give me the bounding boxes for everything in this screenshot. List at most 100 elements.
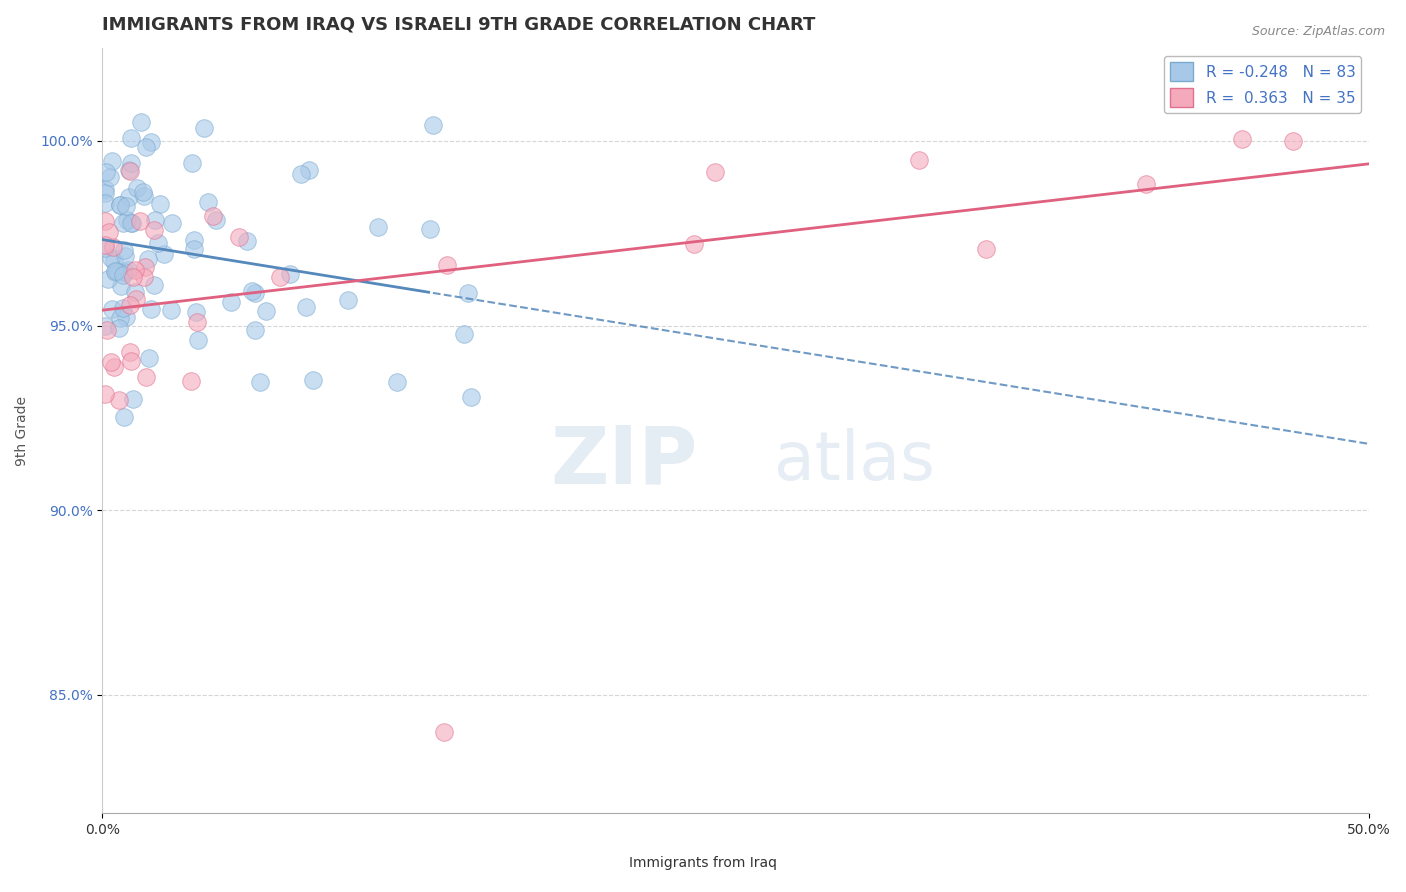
- Point: [907, 153, 929, 168]
- Point: [120, 130, 142, 145]
- Point: [197, 194, 219, 209]
- Point: [114, 199, 136, 213]
- Point: [436, 258, 458, 272]
- Point: [118, 164, 141, 178]
- Point: [117, 262, 139, 277]
- Point: [122, 269, 145, 284]
- Point: [138, 351, 160, 366]
- Point: [94, 213, 117, 227]
- Point: [367, 220, 389, 235]
- Point: [460, 390, 482, 404]
- Point: [120, 155, 142, 169]
- Point: [1282, 134, 1305, 148]
- Point: [112, 268, 135, 283]
- Point: [100, 252, 122, 266]
- Point: [118, 162, 141, 177]
- Point: [186, 315, 208, 329]
- Text: atlas: atlas: [773, 428, 935, 494]
- Point: [139, 301, 162, 316]
- Point: [136, 252, 159, 266]
- Point: [114, 265, 136, 279]
- Point: [112, 410, 135, 425]
- Point: [94, 186, 117, 201]
- Point: [94, 165, 117, 179]
- Point: [153, 247, 176, 261]
- Point: [104, 264, 127, 278]
- Point: [97, 225, 120, 239]
- Point: [243, 285, 266, 300]
- Point: [337, 293, 360, 308]
- Point: [97, 272, 120, 286]
- Point: [187, 333, 209, 347]
- Point: [103, 360, 125, 375]
- Point: [108, 393, 131, 408]
- Point: [98, 170, 121, 185]
- Point: [134, 189, 156, 203]
- Point: [135, 140, 157, 154]
- Point: [100, 154, 122, 169]
- Point: [94, 387, 117, 401]
- Point: [142, 278, 165, 293]
- Point: [457, 286, 479, 301]
- Point: [94, 237, 117, 252]
- Point: [94, 318, 117, 333]
- Point: [132, 185, 155, 199]
- Point: [1230, 132, 1253, 146]
- Point: [103, 253, 125, 268]
- Point: [254, 304, 277, 318]
- Legend: R = -0.248   N = 83, R =  0.363   N = 35: R = -0.248 N = 83, R = 0.363 N = 35: [1164, 56, 1361, 113]
- Point: [127, 181, 149, 195]
- Point: [124, 262, 146, 277]
- Point: [108, 198, 131, 212]
- Point: [269, 270, 291, 285]
- Point: [302, 373, 325, 387]
- Point: [101, 301, 124, 316]
- Point: [111, 216, 134, 230]
- Point: [183, 242, 205, 256]
- Point: [96, 322, 118, 336]
- Point: [132, 270, 155, 285]
- Point: [181, 155, 204, 169]
- Point: [120, 354, 142, 368]
- Point: [118, 190, 141, 204]
- Point: [108, 320, 131, 334]
- Point: [141, 135, 163, 149]
- Point: [146, 235, 169, 250]
- Point: [129, 115, 152, 129]
- Point: [115, 310, 138, 324]
- Point: [110, 279, 132, 293]
- Point: [219, 294, 242, 309]
- Point: [249, 376, 271, 390]
- Point: [112, 243, 135, 257]
- Point: [120, 216, 142, 230]
- Point: [143, 223, 166, 237]
- Point: [201, 209, 224, 223]
- Point: [683, 237, 706, 252]
- Text: Source: ZipAtlas.com: Source: ZipAtlas.com: [1251, 25, 1385, 38]
- Point: [94, 196, 117, 211]
- Point: [974, 242, 997, 256]
- Point: [149, 197, 172, 211]
- Point: [118, 345, 141, 359]
- Point: [1135, 178, 1157, 192]
- Point: [243, 323, 266, 337]
- Point: [100, 355, 122, 369]
- Point: [124, 285, 146, 299]
- Point: [94, 182, 117, 196]
- Point: [143, 212, 166, 227]
- Point: [111, 301, 134, 316]
- Point: [290, 167, 312, 181]
- Point: [105, 263, 128, 277]
- Point: [183, 233, 205, 247]
- Point: [121, 216, 143, 230]
- Point: [125, 292, 148, 306]
- Point: [118, 298, 141, 312]
- Point: [108, 198, 131, 212]
- Point: [101, 240, 124, 254]
- Point: [180, 374, 202, 388]
- Point: [134, 260, 156, 274]
- Point: [453, 326, 475, 341]
- Point: [104, 265, 127, 279]
- Point: [121, 392, 143, 406]
- Text: Immigrants from Iraq: Immigrants from Iraq: [628, 855, 778, 870]
